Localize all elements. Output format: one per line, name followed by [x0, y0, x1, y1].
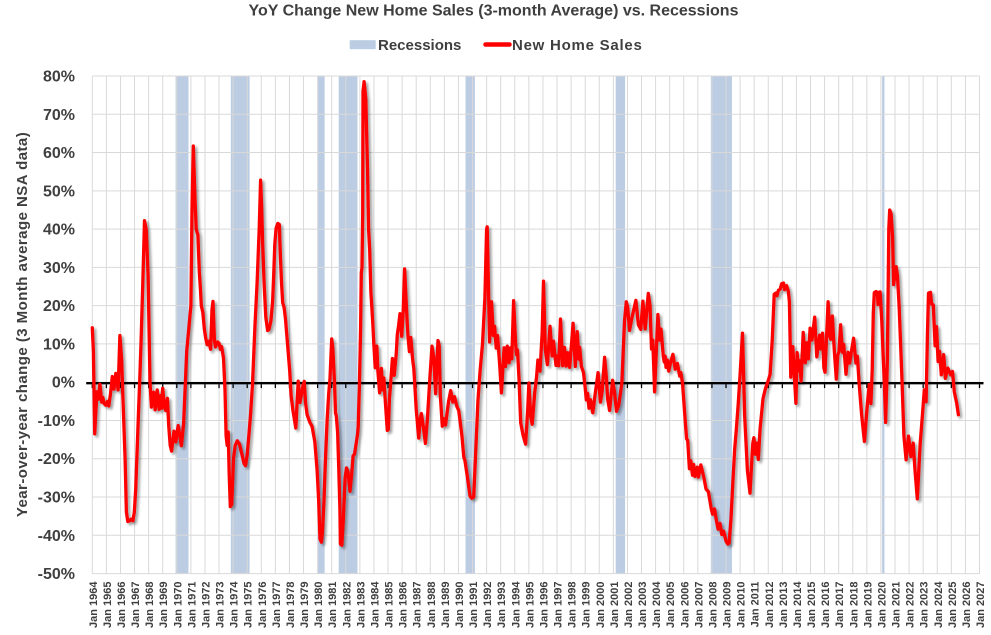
svg-text:Jan 2009: Jan 2009	[722, 582, 734, 628]
svg-text:Jan 1964: Jan 1964	[88, 581, 100, 628]
svg-text:60%: 60%	[43, 145, 75, 162]
svg-text:Jan 1994: Jan 1994	[510, 581, 522, 628]
svg-text:Jan 1972: Jan 1972	[200, 582, 212, 628]
svg-text:Jan 2019: Jan 2019	[862, 582, 874, 628]
svg-text:Jan 2020: Jan 2020	[876, 582, 888, 628]
svg-text:40%: 40%	[43, 222, 75, 239]
svg-text:80%: 80%	[43, 69, 75, 86]
svg-text:Jan 1987: Jan 1987	[412, 582, 424, 628]
svg-text:Jan 1996: Jan 1996	[538, 582, 550, 628]
svg-text:Jan 1968: Jan 1968	[144, 582, 156, 628]
svg-text:Jan 1984: Jan 1984	[369, 581, 381, 628]
svg-text:30%: 30%	[43, 260, 75, 277]
svg-text:50%: 50%	[43, 183, 75, 200]
svg-text:Jan 1998: Jan 1998	[567, 582, 579, 628]
svg-text:Jan 1974: Jan 1974	[229, 581, 241, 628]
svg-text:Jan 1986: Jan 1986	[398, 582, 410, 628]
svg-text:-30%: -30%	[38, 490, 75, 507]
svg-text:Jan 2026: Jan 2026	[961, 582, 973, 628]
svg-text:Jan 1971: Jan 1971	[186, 582, 198, 628]
svg-text:New Home Sales: New Home Sales	[512, 37, 643, 54]
svg-text:Jan 2003: Jan 2003	[637, 582, 649, 628]
svg-text:Jan 1989: Jan 1989	[440, 582, 452, 628]
svg-text:Jan 1992: Jan 1992	[482, 582, 494, 628]
svg-text:Jan 2000: Jan 2000	[595, 582, 607, 628]
svg-text:Jan 2022: Jan 2022	[905, 582, 917, 628]
svg-text:Jan 1967: Jan 1967	[130, 582, 142, 628]
svg-text:Jan 2001: Jan 2001	[609, 582, 621, 628]
svg-text:70%: 70%	[43, 107, 75, 124]
svg-text:Jan 1976: Jan 1976	[257, 582, 269, 628]
svg-text:-40%: -40%	[38, 528, 75, 545]
svg-text:Jan 2013: Jan 2013	[778, 582, 790, 628]
svg-text:Jan 2014: Jan 2014	[792, 581, 804, 628]
svg-text:Jan 2027: Jan 2027	[975, 582, 987, 628]
svg-text:Jan 1970: Jan 1970	[172, 582, 184, 628]
svg-text:Jan 1988: Jan 1988	[426, 582, 438, 628]
svg-text:Jan 2023: Jan 2023	[919, 582, 931, 628]
svg-text:Jan 2002: Jan 2002	[623, 582, 635, 628]
svg-text:-20%: -20%	[38, 451, 75, 468]
svg-text:Jan 2006: Jan 2006	[679, 582, 691, 628]
svg-text:YoY Change New Home Sales (3-m: YoY Change New Home Sales (3-month Avera…	[249, 3, 739, 20]
svg-text:Jan 1978: Jan 1978	[285, 582, 297, 628]
svg-text:10%: 10%	[43, 336, 75, 353]
svg-text:Jan 1990: Jan 1990	[454, 582, 466, 628]
svg-text:Jan 1981: Jan 1981	[327, 582, 339, 628]
svg-text:20%: 20%	[43, 298, 75, 315]
svg-text:Jan 1999: Jan 1999	[581, 582, 593, 628]
svg-text:Jan 1975: Jan 1975	[243, 582, 255, 628]
svg-text:-10%: -10%	[38, 413, 75, 430]
svg-text:0%: 0%	[52, 375, 75, 392]
svg-text:Jan 1995: Jan 1995	[524, 582, 536, 628]
svg-text:Jan 2012: Jan 2012	[764, 582, 776, 628]
svg-text:Jan 1991: Jan 1991	[468, 582, 480, 628]
svg-text:Jan 2004: Jan 2004	[651, 581, 663, 628]
svg-text:Jan 2017: Jan 2017	[834, 582, 846, 628]
svg-text:Jan 2025: Jan 2025	[947, 582, 959, 628]
svg-text:Jan 1985: Jan 1985	[384, 582, 396, 628]
svg-text:Jan 1977: Jan 1977	[271, 582, 283, 628]
svg-text:Jan 2024: Jan 2024	[933, 581, 945, 628]
svg-text:Jan 1969: Jan 1969	[158, 582, 170, 628]
svg-text:Jan 1993: Jan 1993	[496, 582, 508, 628]
svg-text:Year-over-year change (3 Month: Year-over-year change (3 Month average N…	[14, 132, 31, 517]
svg-text:Jan 1966: Jan 1966	[116, 582, 128, 628]
svg-text:Jan 2008: Jan 2008	[707, 582, 719, 628]
svg-text:Jan 1973: Jan 1973	[215, 582, 227, 628]
svg-text:Jan 2018: Jan 2018	[848, 582, 860, 628]
svg-text:Jan 2021: Jan 2021	[891, 582, 903, 628]
svg-text:Jan 1997: Jan 1997	[553, 582, 565, 628]
svg-text:Jan 1982: Jan 1982	[341, 582, 353, 628]
svg-text:Jan 2011: Jan 2011	[750, 582, 762, 628]
svg-text:Jan 2005: Jan 2005	[665, 582, 677, 628]
svg-text:Jan 2015: Jan 2015	[806, 582, 818, 628]
svg-text:-50%: -50%	[38, 566, 75, 583]
svg-text:Jan 1980: Jan 1980	[313, 582, 325, 628]
svg-text:Jan 2007: Jan 2007	[693, 582, 705, 628]
svg-text:Jan 2010: Jan 2010	[736, 582, 748, 628]
svg-text:Jan 1979: Jan 1979	[299, 582, 311, 628]
svg-text:Jan 2016: Jan 2016	[820, 582, 832, 628]
svg-text:Recessions: Recessions	[378, 37, 461, 54]
svg-text:Jan 1965: Jan 1965	[102, 582, 114, 628]
svg-text:Jan 1983: Jan 1983	[355, 582, 367, 628]
